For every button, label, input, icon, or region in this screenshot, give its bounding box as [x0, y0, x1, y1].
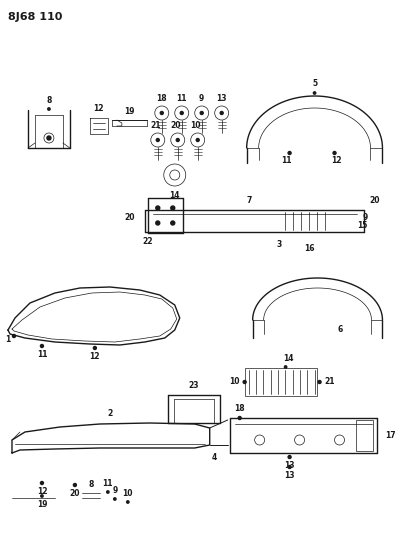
Text: 19: 19	[124, 107, 135, 116]
Circle shape	[93, 346, 97, 350]
Text: 12: 12	[37, 487, 47, 496]
Text: 12: 12	[331, 156, 342, 165]
Text: 11: 11	[281, 156, 292, 165]
Circle shape	[126, 501, 129, 503]
Circle shape	[318, 381, 321, 384]
Circle shape	[40, 481, 43, 484]
Text: 2: 2	[107, 409, 113, 418]
Circle shape	[156, 139, 159, 141]
Text: 9: 9	[112, 486, 117, 495]
Circle shape	[200, 111, 203, 115]
Circle shape	[313, 92, 316, 94]
Circle shape	[288, 456, 291, 458]
Text: 20: 20	[70, 489, 80, 498]
Text: 11: 11	[176, 94, 187, 103]
Text: 20: 20	[124, 214, 135, 222]
Text: 10: 10	[229, 377, 240, 386]
Circle shape	[156, 221, 160, 225]
Text: 3: 3	[277, 240, 282, 249]
Text: 17: 17	[385, 431, 396, 440]
Text: 14: 14	[170, 191, 180, 200]
Text: 13: 13	[284, 471, 295, 480]
Text: 4: 4	[212, 453, 217, 462]
Text: 19: 19	[37, 500, 47, 509]
Text: 9: 9	[362, 214, 367, 222]
Text: 22: 22	[142, 237, 153, 246]
Text: 6: 6	[338, 326, 343, 335]
Text: 16: 16	[304, 244, 315, 253]
Text: 21: 21	[150, 121, 161, 130]
Circle shape	[40, 344, 43, 348]
Text: 5: 5	[312, 79, 317, 88]
Circle shape	[156, 206, 160, 210]
Text: 8J68 110: 8J68 110	[8, 12, 62, 22]
Text: 8: 8	[88, 480, 93, 489]
Circle shape	[180, 111, 183, 115]
Circle shape	[288, 151, 291, 155]
Circle shape	[238, 416, 241, 419]
Text: 12: 12	[94, 104, 104, 113]
Text: 10: 10	[190, 121, 201, 130]
Circle shape	[47, 136, 51, 140]
Bar	[245, 368, 316, 396]
Circle shape	[114, 498, 116, 500]
Circle shape	[107, 491, 109, 493]
Text: 13: 13	[216, 94, 227, 103]
Text: 21: 21	[324, 377, 335, 386]
Text: 9: 9	[199, 94, 204, 103]
Circle shape	[73, 483, 76, 487]
Text: 23: 23	[188, 381, 199, 390]
Text: 11: 11	[37, 350, 47, 359]
Circle shape	[284, 366, 287, 368]
Text: 8: 8	[46, 96, 51, 105]
Text: 13: 13	[284, 461, 295, 470]
Text: 14: 14	[283, 354, 294, 363]
Text: 20: 20	[170, 121, 181, 130]
Text: 10: 10	[122, 489, 133, 498]
Text: 7: 7	[247, 196, 252, 205]
Text: 18: 18	[234, 404, 245, 413]
Circle shape	[176, 139, 179, 141]
Text: 18: 18	[156, 94, 167, 103]
Circle shape	[288, 465, 291, 469]
Circle shape	[196, 139, 199, 141]
Text: 15: 15	[357, 222, 367, 230]
Text: 11: 11	[103, 479, 113, 488]
Circle shape	[220, 111, 223, 115]
Circle shape	[41, 495, 43, 497]
Bar	[356, 420, 373, 451]
Circle shape	[12, 335, 16, 337]
Circle shape	[333, 151, 336, 155]
Circle shape	[160, 111, 163, 115]
Text: 1: 1	[5, 335, 10, 344]
Circle shape	[171, 221, 175, 225]
Circle shape	[243, 381, 246, 384]
Circle shape	[48, 108, 50, 110]
Circle shape	[171, 206, 175, 210]
Text: 12: 12	[90, 352, 100, 361]
Text: 20: 20	[369, 196, 380, 205]
